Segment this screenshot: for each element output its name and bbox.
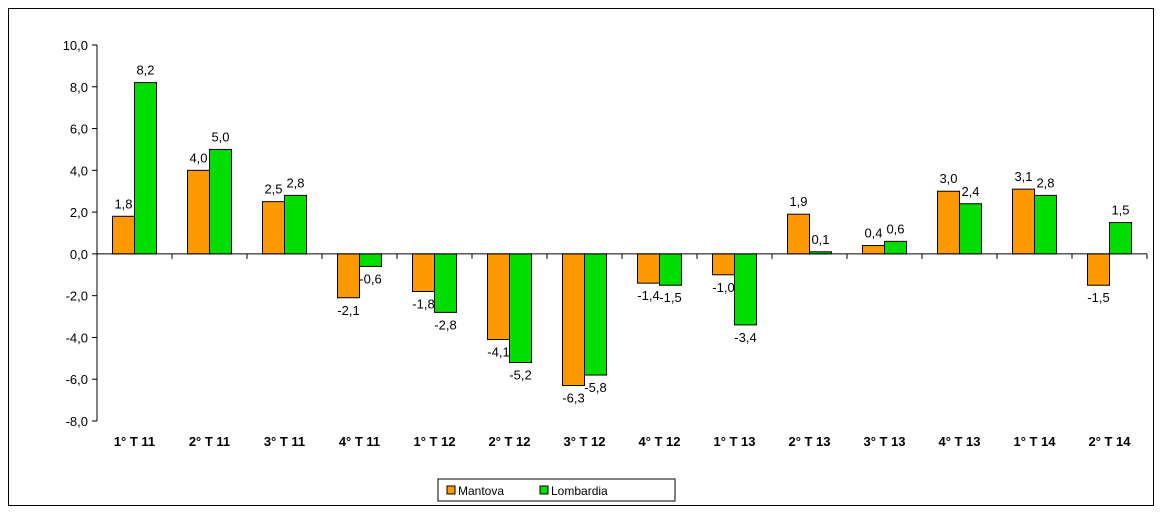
y-tick-label: -6,0 [66,372,88,387]
x-category-label: 2° T 11 [189,434,230,449]
bar-lombardia [134,82,157,255]
data-label: -5,2 [509,368,531,383]
bar-mantova [187,169,210,255]
data-label: -3,4 [734,330,756,345]
y-tick-label: 2,0 [70,205,88,220]
bar-mantova [112,215,135,255]
data-label: 0,1 [811,232,829,247]
data-label: 8,2 [136,63,154,78]
bar-mantova [862,245,885,255]
x-category-label: 3° T 13 [863,434,905,449]
bar-lombardia [959,203,982,255]
data-label: 3,0 [939,171,957,186]
x-category-label: 2° T 12 [488,434,530,449]
data-label: -2,8 [434,317,456,332]
data-label: 2,5 [264,182,282,197]
bar-lombardia [284,194,307,255]
y-tick-label: 10,0 [63,38,88,53]
data-label: -1,0 [712,280,734,295]
x-category-label: 3° T 11 [264,434,305,449]
data-label: -2,1 [337,303,359,318]
data-label: 0,6 [886,221,904,236]
data-label: 5,0 [211,129,229,144]
bar-mantova [412,253,435,292]
y-tick-label: -4,0 [66,330,88,345]
data-label: 1,9 [789,194,807,209]
data-label: -0,6 [359,271,381,286]
bar-mantova [1012,188,1035,255]
data-label: 0,4 [864,226,882,241]
data-label: -4,1 [487,345,509,360]
data-label: -1,5 [1087,290,1109,305]
legend-box [437,478,676,502]
bar-lombardia [659,253,682,286]
data-label: 4,0 [189,150,207,165]
bar-lombardia [509,253,532,364]
data-label: 1,8 [114,196,132,211]
data-label: 1,5 [1111,203,1129,218]
bar-mantova [712,253,735,276]
data-label: 2,8 [286,175,304,190]
legend-label-lombardia: Lombardia [551,484,608,498]
data-label: -1,8 [412,296,434,311]
x-category-label: 1° T 11 [114,434,155,449]
y-tick-label: 6,0 [70,122,88,137]
bar-mantova [337,253,360,299]
bar-lombardia [359,253,382,267]
bar-lombardia [209,148,232,255]
y-tick-label: 4,0 [70,163,88,178]
bar-mantova [487,253,510,341]
bar-mantova [937,190,960,255]
data-label: -5,8 [584,380,606,395]
bar-mantova [562,253,585,386]
legend-label-mantova: Mantova [458,484,504,498]
bar-lombardia [434,253,457,313]
data-label: 2,4 [961,184,979,199]
y-tick-label: -8,0 [66,414,88,429]
x-category-label: 4° T 11 [339,434,380,449]
data-label: -1,4 [637,288,659,303]
bar-mantova [1087,253,1110,286]
x-category-label: 2° T 14 [1088,434,1131,449]
y-tick-label: 8,0 [70,80,88,95]
x-category-label: 2° T 13 [788,434,830,449]
legend-swatch-mantova [446,485,456,495]
y-tick-label: 0,0 [70,247,88,262]
data-label: 2,8 [1036,175,1054,190]
x-category-label: 4° T 13 [938,434,980,449]
data-label: -6,3 [562,390,584,405]
bar-lombardia [884,240,907,255]
x-category-label: 1° T 14 [1013,434,1056,449]
bar-mantova [787,213,810,255]
legend-swatch-lombardia [539,485,549,495]
bar-lombardia [584,253,607,376]
bar-lombardia [1109,222,1132,255]
data-label: -1,5 [659,290,681,305]
x-category-label: 4° T 12 [638,434,680,449]
x-category-label: 1° T 12 [413,434,455,449]
bar-lombardia [1034,194,1057,255]
x-category-label: 1° T 13 [713,434,755,449]
bar-mantova [637,253,660,284]
bar-lombardia [734,253,757,326]
bar-mantova [262,201,285,255]
x-category-label: 3° T 12 [563,434,605,449]
data-label: 3,1 [1014,169,1032,184]
y-tick-label: -2,0 [66,289,88,304]
